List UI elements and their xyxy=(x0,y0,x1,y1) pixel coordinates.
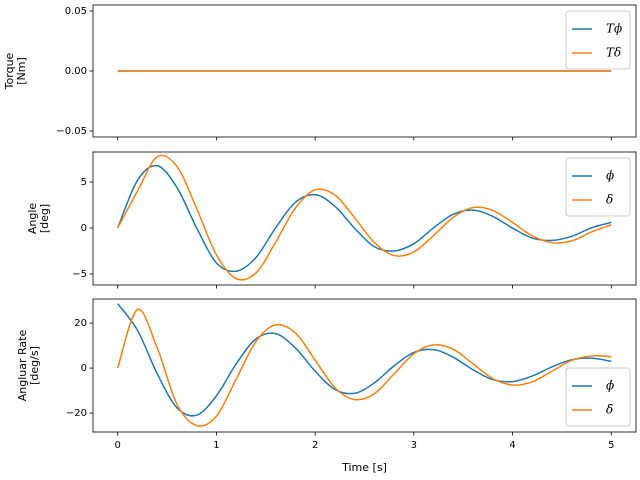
legend-label: ϕ̇ xyxy=(606,379,614,393)
axes-frame xyxy=(92,151,637,286)
legend: ϕ̇ δ̇ xyxy=(565,367,631,427)
x-tick-label: 5 xyxy=(608,440,614,451)
y-axis-label: [deg/s] xyxy=(28,346,41,385)
legend: ϕδ xyxy=(565,157,631,217)
legend-label: δ xyxy=(606,193,613,207)
series-line xyxy=(117,303,612,417)
x-tick-label: 4 xyxy=(509,440,515,451)
legend-label: Tϕ xyxy=(606,22,622,36)
legend-box xyxy=(565,157,631,217)
x-tick-label: 2 xyxy=(312,440,318,451)
series-line xyxy=(116,164,612,273)
legend: Tϕ Tδ xyxy=(565,10,631,70)
legend-box xyxy=(565,10,631,70)
y-tick-label: −20 xyxy=(66,408,87,419)
y-tick-label: 0 xyxy=(81,223,87,234)
y-tick-label: 0.00 xyxy=(65,66,87,77)
y-tick-label: 5 xyxy=(81,177,87,188)
y-axis-label: Angluar Rate xyxy=(16,330,29,402)
legend-label: Tδ xyxy=(606,46,621,60)
x-tick-label: 1 xyxy=(213,440,219,451)
axes-frame xyxy=(92,298,637,433)
series-line xyxy=(116,308,612,427)
y-axis-label: Torque xyxy=(3,52,16,90)
legend-box xyxy=(565,367,631,427)
y-tick-label: 0 xyxy=(81,363,87,374)
x-tick-label: 3 xyxy=(411,440,417,451)
y-tick-label: −0.05 xyxy=(56,126,87,137)
y-axis-label: Angle xyxy=(26,203,39,235)
series-line xyxy=(117,154,612,281)
x-axis-label: Time [s] xyxy=(341,461,387,474)
legend-label: ϕ xyxy=(606,169,614,183)
y-axis-label: [Nm] xyxy=(15,57,28,85)
y-tick-label: 0.05 xyxy=(65,6,87,17)
axes-frame xyxy=(92,4,637,138)
y-tick-label: −5 xyxy=(72,269,87,280)
y-tick-label: 20 xyxy=(74,318,87,329)
legend-label: δ̇ xyxy=(606,403,613,417)
y-axis-label: [deg] xyxy=(38,204,51,233)
x-tick-label: 0 xyxy=(114,440,120,451)
